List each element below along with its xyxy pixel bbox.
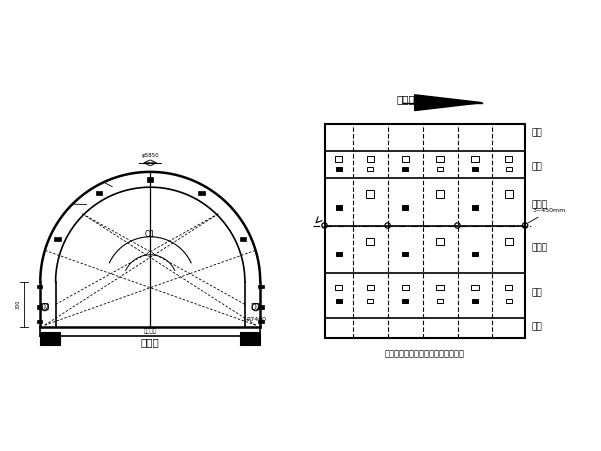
- Bar: [336, 299, 341, 303]
- Bar: [437, 167, 443, 171]
- Bar: [436, 238, 444, 245]
- Bar: [437, 299, 443, 303]
- Bar: [472, 299, 478, 303]
- Text: 短顶模: 短顶模: [532, 244, 548, 253]
- Bar: [258, 320, 264, 323]
- Text: D2: D2: [251, 303, 261, 312]
- Bar: [401, 156, 409, 162]
- Text: 作业窗、注浆口、振捣器布置示意图: 作业窗、注浆口、振捣器布置示意图: [385, 350, 465, 359]
- Bar: [258, 285, 264, 288]
- Text: R7400: R7400: [247, 317, 267, 322]
- Text: O2: O2: [40, 303, 50, 312]
- Bar: [325, 124, 525, 338]
- Bar: [367, 156, 374, 162]
- Bar: [240, 332, 260, 345]
- Text: φ5850: φ5850: [141, 153, 159, 158]
- Text: 3~450mm: 3~450mm: [528, 208, 566, 223]
- Bar: [472, 252, 478, 256]
- Bar: [472, 167, 478, 171]
- Bar: [471, 285, 478, 290]
- Bar: [366, 238, 374, 245]
- Bar: [336, 167, 341, 171]
- Bar: [240, 237, 246, 241]
- Text: 主视图: 主视图: [141, 337, 160, 347]
- Bar: [505, 190, 513, 198]
- Bar: [436, 285, 444, 290]
- Bar: [402, 205, 408, 210]
- Bar: [402, 299, 408, 303]
- Bar: [258, 305, 264, 309]
- Text: 长顶模: 长顶模: [532, 201, 548, 210]
- Bar: [336, 252, 341, 256]
- Bar: [436, 190, 444, 198]
- Bar: [37, 305, 42, 309]
- Bar: [505, 238, 513, 245]
- Bar: [366, 190, 374, 198]
- Bar: [505, 285, 513, 290]
- Text: O1: O1: [145, 230, 156, 239]
- Text: 边模: 边模: [532, 289, 543, 298]
- Text: 前进方向: 前进方向: [397, 94, 422, 104]
- Bar: [472, 205, 478, 210]
- Bar: [402, 252, 408, 256]
- Bar: [54, 237, 61, 241]
- Bar: [471, 156, 478, 162]
- Bar: [335, 156, 342, 162]
- Text: 边模: 边模: [532, 162, 543, 171]
- Polygon shape: [415, 95, 482, 110]
- Bar: [335, 285, 342, 290]
- Text: 横枕端部: 横枕端部: [144, 329, 157, 334]
- Bar: [336, 205, 341, 210]
- Bar: [37, 285, 42, 288]
- Bar: [367, 299, 373, 303]
- Text: 底模: 底模: [532, 322, 543, 331]
- Bar: [402, 167, 408, 171]
- Bar: [198, 191, 204, 195]
- Bar: [506, 299, 511, 303]
- Bar: [505, 156, 513, 162]
- Bar: [96, 191, 102, 195]
- Bar: [436, 156, 444, 162]
- Bar: [401, 285, 409, 290]
- Bar: [506, 167, 511, 171]
- Bar: [367, 285, 374, 290]
- Text: 底模: 底模: [532, 129, 543, 138]
- Text: 300: 300: [16, 300, 20, 309]
- Bar: [367, 167, 373, 171]
- Bar: [147, 178, 153, 182]
- Bar: [40, 332, 60, 345]
- Bar: [37, 320, 42, 323]
